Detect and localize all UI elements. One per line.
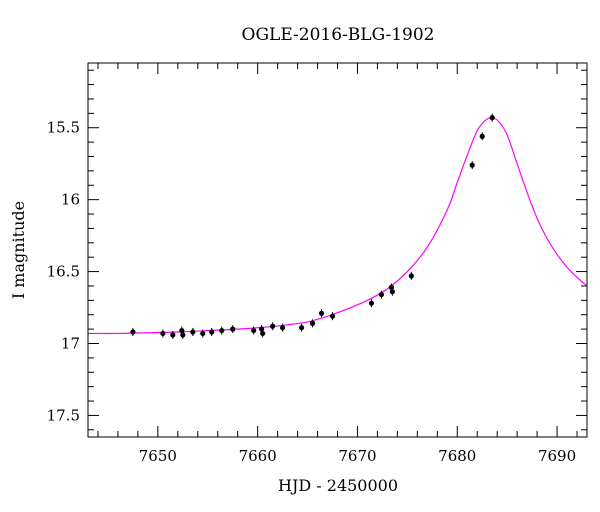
data-point xyxy=(180,332,186,338)
plot-frame xyxy=(87,62,588,438)
ticks-layer: 7650 7660 7670 7680 7690 15.5 16 16.5 17 17.5 xyxy=(47,63,587,465)
data-point xyxy=(489,115,495,121)
data-point xyxy=(170,332,176,338)
data-point xyxy=(219,327,225,334)
data-point xyxy=(259,326,265,332)
data-point xyxy=(209,329,215,335)
x-tick-label: 7660 xyxy=(239,447,277,465)
data-point xyxy=(280,325,286,331)
data-point xyxy=(389,289,395,295)
y-tick-label: 17.5 xyxy=(47,406,80,424)
x-tick-label: 7650 xyxy=(139,447,177,465)
data-point xyxy=(251,327,257,334)
y-axis-label: I magnitude xyxy=(9,201,28,299)
x-tick-label: 7670 xyxy=(338,447,376,465)
data-point xyxy=(368,300,375,306)
model-curve xyxy=(88,116,587,335)
data-point xyxy=(388,284,394,290)
data-point xyxy=(298,325,305,331)
chart-title: OGLE-2016-BLG-1902 xyxy=(242,25,435,45)
data-point xyxy=(179,327,185,334)
data-point xyxy=(479,133,485,139)
x-axis-label: HJD - 2450000 xyxy=(278,476,398,495)
data-point xyxy=(408,273,414,279)
model-curve-layer xyxy=(88,116,587,335)
x-tick-label: 7680 xyxy=(438,447,476,465)
data-point xyxy=(160,330,166,337)
y-tick-label: 16 xyxy=(61,191,80,209)
data-point xyxy=(190,329,196,335)
data-point xyxy=(230,326,236,332)
y-tick-label: 15.5 xyxy=(47,119,80,137)
data-point xyxy=(200,330,206,337)
data-point xyxy=(130,329,136,335)
y-tick-label: 16.5 xyxy=(47,263,80,281)
y-tick-label: 17 xyxy=(61,335,80,353)
data-point xyxy=(469,162,475,168)
data-point xyxy=(260,330,266,337)
data-point xyxy=(329,313,336,319)
x-tick-label: 7690 xyxy=(538,447,576,465)
data-point xyxy=(378,291,385,298)
data-points-layer xyxy=(130,113,495,339)
data-point xyxy=(270,323,276,329)
data-point xyxy=(318,310,325,316)
data-point xyxy=(309,320,316,326)
